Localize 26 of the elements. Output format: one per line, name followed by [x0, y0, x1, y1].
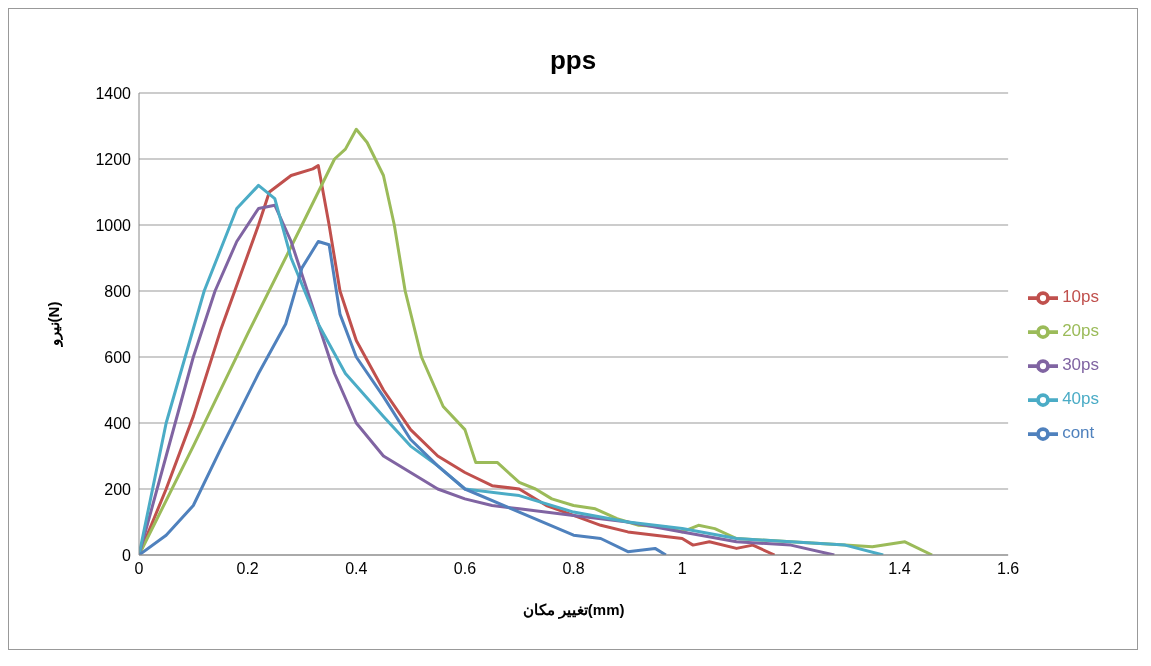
x-tick-label: 0.6 — [453, 560, 477, 578]
legend-label: 40ps — [1062, 389, 1099, 408]
x-tick-label: 0.8 — [562, 560, 585, 578]
x-tick-label: 1.6 — [997, 560, 1020, 578]
y-axis-title: نیرو(N) — [45, 301, 64, 348]
x-tick-label: 0 — [134, 560, 144, 578]
chart-title: pps — [548, 45, 598, 77]
y-tick-label: 1000 — [95, 216, 132, 234]
y-tick-label: 800 — [104, 282, 132, 300]
line-series — [139, 240, 668, 555]
y-tick-label: 200 — [104, 480, 132, 498]
legend-label: 20ps — [1062, 321, 1099, 340]
legend-label: 10ps — [1062, 287, 1099, 306]
x-axis-title: تغییر مکان(mm) — [522, 601, 625, 619]
y-tick-label: 400 — [104, 414, 132, 432]
x-tick-label: 1.2 — [779, 560, 803, 578]
y-tick-label: 1400 — [95, 84, 132, 102]
x-tick-label: 0.4 — [345, 560, 368, 578]
y-tick-label: 1200 — [95, 150, 132, 168]
legend-label: cont — [1062, 423, 1095, 442]
x-tick-label: 0.2 — [236, 560, 259, 578]
x-tick-label: 1 — [677, 560, 687, 578]
y-tick-label: 600 — [104, 348, 132, 366]
legend-label: 30ps — [1062, 355, 1099, 374]
y-tick-label: 0 — [122, 546, 132, 564]
x-tick-label: 1.4 — [888, 560, 911, 578]
